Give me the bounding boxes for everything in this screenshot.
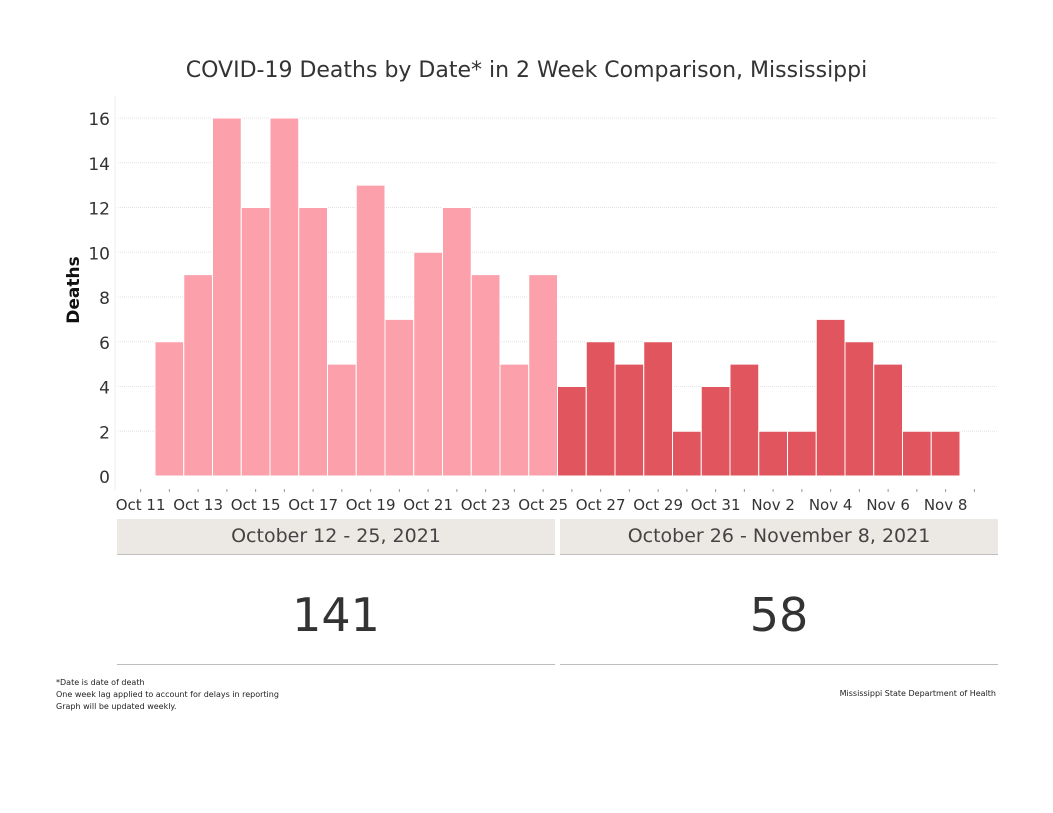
bar-nov-5[interactable] [844,341,875,477]
y-tick-label: 16 [88,110,110,130]
x-tick-label: Oct 17 [288,496,338,514]
y-tick-label: 2 [99,423,110,443]
source-credit: Mississippi State Department of Health [839,689,996,698]
bar-oct-14[interactable] [212,117,242,477]
footnote-line: *Date is date of death [56,678,145,687]
bar-oct-21[interactable] [413,251,443,477]
bar-oct-28[interactable] [614,363,645,477]
bar-oct-18[interactable] [327,363,357,477]
y-tick-label: 4 [99,379,110,399]
x-tick-label: Oct 25 [518,496,568,514]
bar-oct-31[interactable] [700,386,731,477]
bar-nov-6[interactable] [873,363,903,477]
y-axis-ticks: 0 2 4 6 8 10 12 14 16 [88,110,110,488]
bar-nov-4[interactable] [815,318,846,477]
bar-nov-1[interactable] [729,363,760,477]
x-tick-label: Nov 4 [809,496,853,514]
x-tick-label: Oct 27 [576,496,626,514]
y-tick-label: 6 [99,334,110,354]
y-tick-label: 10 [88,244,110,264]
x-tick-label: Oct 15 [231,496,281,514]
x-tick-label: Oct 21 [403,496,453,514]
bar-oct-26[interactable] [557,386,587,477]
x-tick-label: Oct 23 [461,496,511,514]
footnote: *Date is date of death One week lag appl… [56,677,279,713]
y-axis-label: Deaths [64,256,84,323]
bar-oct-16[interactable] [269,117,300,477]
bar-oct-30[interactable] [672,430,702,477]
bar-oct-20[interactable] [384,318,415,477]
bar-nov-2[interactable] [758,430,788,477]
y-tick-label: 0 [99,468,110,488]
total-deaths-period-2: 58 [749,588,809,642]
chart-title: COVID-19 Deaths by Date* in 2 Week Compa… [185,58,868,83]
x-tick-label: Nov 8 [924,496,968,514]
x-tick-label: Oct 13 [173,496,223,514]
bar-oct-22[interactable] [442,207,472,477]
x-axis-ticks: Oct 11 Oct 13 Oct 15 Oct 17 Oct 19 Oct 21 Oct … [116,489,975,514]
panel-divider-1 [117,664,555,665]
x-tick-label: Oct 29 [633,496,683,514]
bar-oct-27[interactable] [585,341,616,477]
x-tick-label: Oct 19 [346,496,396,514]
bar-oct-29[interactable] [643,341,673,477]
footnote-line: Graph will be updated weekly. [56,702,177,711]
bar-oct-19[interactable] [355,184,386,477]
x-tick-label: Nov 6 [866,496,910,514]
bar-nov-3[interactable] [787,430,817,477]
bars [154,117,961,477]
bar-nov-8[interactable] [930,430,961,477]
bar-oct-25[interactable] [528,274,558,477]
total-deaths-period-1: 141 [292,588,380,642]
panel-divider-2 [560,664,998,665]
y-tick-label: 14 [88,155,110,175]
y-tick-label: 8 [99,289,110,309]
x-tick-label: Nov 2 [751,496,795,514]
panel-header-period-2: October 26 - November 8, 2021 [560,519,998,555]
bar-oct-23[interactable] [470,274,501,477]
bar-oct-13[interactable] [183,274,213,477]
y-tick-label: 12 [88,200,110,220]
footnote-line: One week lag applied to account for dela… [56,690,279,699]
bar-oct-12[interactable] [154,341,185,477]
bar-oct-17[interactable] [298,207,328,477]
bar-oct-24[interactable] [499,363,530,477]
x-tick-label: Oct 31 [691,496,741,514]
bar-oct-15[interactable] [240,207,271,477]
panel-header-period-1: October 12 - 25, 2021 [117,519,555,555]
bar-nov-7[interactable] [902,430,932,477]
x-tick-label: Oct 11 [116,496,166,514]
